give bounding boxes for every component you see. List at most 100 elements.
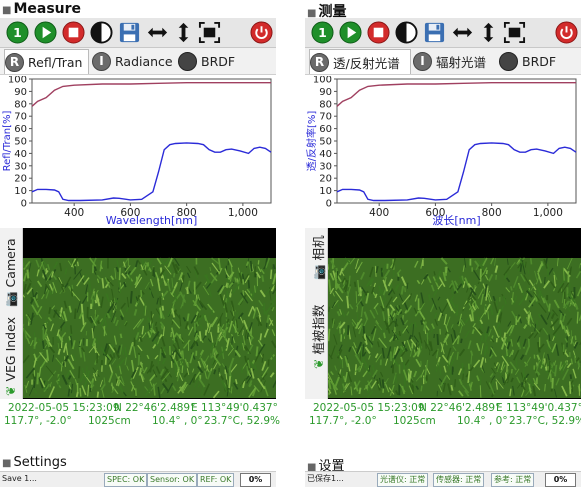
fit-vertical-icon[interactable] xyxy=(172,21,195,44)
tab-refl-tran[interactable]: R 透/反射光谱 xyxy=(309,49,411,74)
brdf-circle-icon xyxy=(178,52,197,71)
grass-blade xyxy=(271,270,272,280)
datetime: 2022-05-05 15:23:09 xyxy=(8,402,120,414)
y-tick-label: 100 xyxy=(8,76,27,86)
tab-radiance[interactable]: I 辐射光谱 xyxy=(413,49,486,73)
grass-blade xyxy=(434,334,435,338)
power-icon[interactable] xyxy=(555,21,578,44)
save-icon[interactable] xyxy=(118,21,141,44)
grass-blade xyxy=(329,329,330,342)
play-button[interactable] xyxy=(34,21,57,44)
grass-blade xyxy=(171,332,172,337)
y-tick-label: 40 xyxy=(319,149,332,160)
camera-icon: 📷 xyxy=(3,291,18,307)
grass-base xyxy=(327,258,581,398)
grass-blade xyxy=(260,333,261,340)
grass-blade xyxy=(183,351,184,360)
power-icon[interactable] xyxy=(250,21,273,44)
save-icon[interactable] xyxy=(423,21,446,44)
tab-label: Radiance xyxy=(115,54,173,69)
tab-camera[interactable]: 📷 相机 xyxy=(308,235,327,280)
dark-reference-button[interactable] xyxy=(90,21,113,44)
fit-all-icon[interactable] xyxy=(503,21,526,44)
y-tick-label: 30 xyxy=(319,161,332,172)
measurement-metadata: 2022-05-05 15:23:09 N 22°46'2.489° E 113… xyxy=(305,399,581,454)
dark-reference-button[interactable] xyxy=(395,21,418,44)
fit-vertical-icon[interactable] xyxy=(477,21,500,44)
grass-blade xyxy=(341,389,342,396)
grass-blade xyxy=(80,388,81,397)
grass-blade xyxy=(347,296,348,309)
mode-tabs: R 透/反射光谱 I 辐射光谱 BRDF xyxy=(305,48,581,75)
grass-blade xyxy=(75,309,76,319)
stop-button[interactable] xyxy=(62,21,85,44)
sensor-status-badge: Sensor: OK xyxy=(147,473,197,487)
grass-blade xyxy=(551,374,552,383)
grass-blade xyxy=(257,347,258,357)
x-tick-label: 1,000 xyxy=(228,207,258,219)
grass-blade xyxy=(97,353,98,363)
fit-all-icon[interactable] xyxy=(198,21,221,44)
grass-photo xyxy=(0,228,276,399)
grass-blade xyxy=(160,297,161,306)
tab-refl-tran[interactable]: R Refl/Tran xyxy=(4,49,89,74)
fit-horizontal-icon[interactable] xyxy=(451,21,474,44)
y-tick-label: 30 xyxy=(14,161,27,172)
grass-blade xyxy=(359,388,360,394)
grass-blade xyxy=(577,312,578,324)
y-tick-label: 50 xyxy=(14,137,27,148)
y-tick-label: 0 xyxy=(326,199,332,210)
status-bar: 已保存1... 光谱仪: 正常 传感器: 正常 参考: 正常 0% xyxy=(305,471,581,487)
y-tick-label: 20 xyxy=(14,174,27,185)
grass-blade xyxy=(262,275,263,282)
grass-blade xyxy=(226,323,227,328)
single-measure-button[interactable]: 1 xyxy=(6,21,29,44)
mode-tabs: R Refl/Tran I Radiance BRDF xyxy=(0,48,276,75)
grass-blade xyxy=(72,288,73,296)
grass-blade xyxy=(455,379,456,387)
leaf-icon: ❦ xyxy=(3,386,18,396)
datetime: 2022-05-05 15:23:09 xyxy=(313,402,425,414)
tab-label: 植被指数 xyxy=(311,305,326,355)
tab-label: BRDF xyxy=(201,54,235,69)
status-bar: Save 1... SPEC: OK Sensor: OK REF: OK 0% xyxy=(0,471,276,487)
grass-blade xyxy=(549,304,550,312)
longitude: E 113°49'0.437° xyxy=(496,402,581,414)
page-title: ■Measure xyxy=(2,1,81,17)
grass-blade xyxy=(121,334,122,338)
i-badge-icon: I xyxy=(413,52,432,71)
grass-blade xyxy=(188,314,189,322)
tab-camera[interactable]: 📷 Camera xyxy=(3,238,19,307)
fit-horizontal-icon[interactable] xyxy=(146,21,169,44)
grass-blade xyxy=(451,385,452,391)
grass-blade xyxy=(256,286,257,292)
grass-blade xyxy=(531,258,532,264)
grass-blade xyxy=(123,349,124,355)
grass-blade xyxy=(193,375,194,382)
grass-blade xyxy=(200,331,201,341)
grass-blade xyxy=(348,325,349,335)
tab-veg-index[interactable]: ❦ 植被指数 xyxy=(308,305,327,369)
grass-blade xyxy=(225,329,226,340)
grass-photo xyxy=(305,228,581,399)
grass-blade xyxy=(415,322,416,327)
grass-blade xyxy=(462,363,463,374)
grass-blade xyxy=(523,368,524,379)
single-measure-button[interactable]: 1 xyxy=(311,21,334,44)
r-badge-icon: R xyxy=(5,53,24,72)
tab-brdf[interactable]: BRDF xyxy=(178,49,235,73)
grass-blade xyxy=(510,389,511,397)
tab-brdf[interactable]: BRDF xyxy=(499,49,556,73)
side-tabs: 📷 相机 ❦ 植被指数 xyxy=(305,228,328,399)
tab-radiance[interactable]: I Radiance xyxy=(92,49,173,73)
tab-veg-index[interactable]: ❦ VEG Index xyxy=(3,317,18,396)
stop-button[interactable] xyxy=(367,21,390,44)
play-button[interactable] xyxy=(339,21,362,44)
grass-blade xyxy=(273,264,274,269)
grass-blade xyxy=(529,339,530,347)
grass-blade xyxy=(472,301,473,307)
settings-header[interactable]: ■Settings xyxy=(2,455,67,470)
